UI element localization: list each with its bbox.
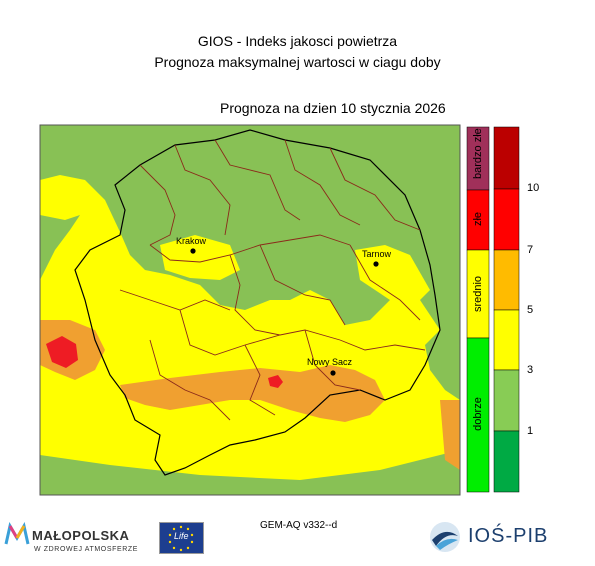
ios-pib-emblem-icon [430,522,460,552]
eu-stars-icon [168,525,194,552]
legend-tick: 7 [527,244,534,256]
malopolska-logo: MAŁOPOLSKA W ZDROWEJ ATMOSFERZE [4,521,137,553]
ios-pib-logo: IOŚ-PIB [426,520,547,559]
city-marker-nowy-sacz [330,370,336,376]
legend-label-good: dobrze [472,397,484,431]
legend-scale-step [493,369,520,432]
legend-tick: 1 [527,425,534,437]
legend-cat-good [466,337,490,493]
legend-scale-step [493,430,520,493]
legend-label-very-bad: bardzo złe [472,128,484,179]
zone-moderate-krakow [160,235,240,280]
malopolska-subtext: W ZDROWEJ ATMOSFERZE [34,546,139,553]
county-borders [119,139,426,421]
eu-life-text: Life [174,531,189,541]
zone-good-west [40,215,80,280]
map-title: GIOS - Indeks jakosci powietrza [197,33,398,49]
zone-orange-east [440,400,460,470]
zone-bad-west [46,336,78,368]
legend-scale-step [493,249,520,311]
legend-label-moderate: srednio [472,275,484,313]
legend-tick: 3 [527,364,534,376]
legend-scale-step [493,309,520,371]
malopolska-text: MAŁOPOLSKA [32,528,130,543]
zone-moderate-tarnow [355,245,430,305]
ios-pib-text: IOŚ-PIB [468,525,549,547]
map-subtitle: Prognoza maksymalnej wartosci w ciagu do… [154,54,441,70]
zone-good-east [425,330,460,400]
map-frame [39,124,461,496]
malopolska-m-icon [4,521,30,545]
city-label-nowy-sacz: Nowy Sacz [307,357,353,367]
legend-tick: 5 [527,304,534,316]
city-label-krakow: Krakow [176,236,207,246]
legend-label-bad: złe [472,211,484,227]
city-marker-krakow [190,248,196,254]
eu-life-logo: Life [159,522,204,554]
legend-scale-step [493,188,520,251]
model-label: GEM-AQ v332--d [260,520,338,531]
zone-bad-south [268,375,283,388]
zone-good-north [40,125,460,330]
zone-good-south [40,450,460,495]
legend-tick: 10 [527,182,540,194]
city-label-tarnow: Tarnow [362,249,392,259]
forecast-date: Prognoza na dzien 10 stycznia 2026 [220,100,446,116]
city-marker-tarnow [373,261,379,267]
legend-scale-step [493,126,520,190]
